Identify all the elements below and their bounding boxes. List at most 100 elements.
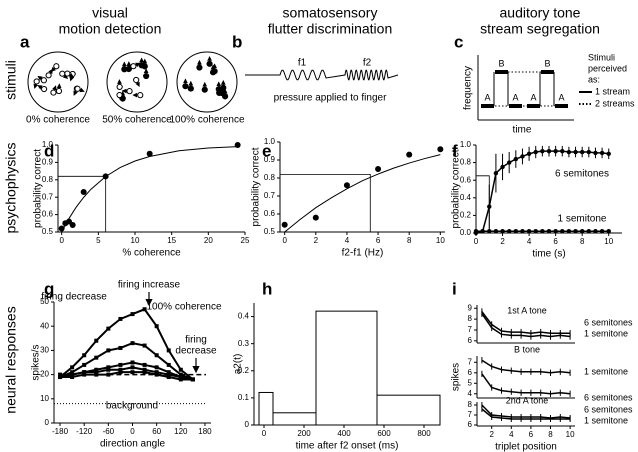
panel-a: 0% coherence 50% coherence 100% coherenc…	[26, 51, 245, 126]
y-axis-label: spikes/s	[31, 344, 42, 380]
panel-letter: f	[452, 141, 458, 160]
y-tick-label: 0.6	[264, 209, 276, 218]
dot	[137, 92, 144, 99]
point	[560, 229, 565, 234]
panel-letter: b	[232, 32, 242, 51]
x-tick-label: 180	[198, 427, 212, 436]
point	[546, 229, 552, 234]
series-line	[481, 373, 571, 395]
y-tick-label: 30	[40, 346, 49, 355]
point	[106, 365, 111, 370]
point	[142, 370, 147, 375]
x-tick-label: 6	[529, 430, 534, 439]
y-tick-label: 0.9	[42, 158, 54, 167]
bar	[258, 391, 274, 426]
point	[154, 372, 159, 377]
aperture	[27, 51, 89, 113]
point	[540, 229, 545, 234]
point	[487, 204, 492, 209]
series-label: 6 semitones	[584, 317, 633, 327]
point	[437, 146, 444, 153]
point	[480, 229, 485, 234]
point	[106, 367, 111, 372]
point	[493, 229, 499, 234]
point	[520, 229, 525, 234]
point	[154, 324, 159, 329]
dot	[187, 85, 194, 92]
x-tick-label: -180	[52, 427, 69, 436]
point	[118, 345, 123, 350]
point	[146, 150, 153, 157]
point	[493, 170, 499, 176]
point	[234, 142, 241, 148]
panel-letter: g	[44, 279, 54, 298]
tone	[541, 70, 554, 74]
y-tick-label: 1.0	[264, 137, 276, 146]
annotation: firing increase	[118, 280, 181, 291]
y-tick-label: 0.8	[42, 175, 54, 184]
dot	[182, 83, 189, 90]
y-tick-label: 6	[468, 368, 473, 377]
x-tick-label: 200	[297, 429, 311, 438]
point	[130, 341, 135, 346]
series-line	[59, 342, 194, 381]
legend-title: perceived	[588, 63, 627, 73]
y-tick-label: 0.9	[264, 155, 276, 164]
dot	[125, 65, 132, 73]
point	[560, 148, 565, 154]
x-tick-label: 4	[345, 236, 350, 245]
point	[106, 372, 111, 377]
point	[553, 229, 558, 234]
series-label: 1 semitone	[584, 415, 628, 425]
axis-label: time	[513, 125, 532, 136]
column-header: somatosensory	[283, 5, 378, 21]
y-tick-label: 0.6	[460, 175, 472, 184]
dot	[206, 60, 213, 67]
y-tick-label: 10	[40, 394, 49, 403]
point	[130, 365, 135, 370]
point	[281, 221, 288, 228]
point	[118, 316, 123, 321]
point	[526, 151, 532, 156]
dot	[50, 89, 57, 96]
point	[573, 149, 578, 155]
series-line	[60, 366, 194, 381]
panel-letter: d	[44, 141, 54, 160]
point	[343, 182, 350, 189]
annotation: firing	[185, 335, 207, 346]
point	[166, 370, 171, 375]
dot	[116, 91, 123, 99]
panel-letter: i	[452, 279, 457, 298]
legend-label: 1 stream	[595, 86, 630, 96]
x-axis-label: % coherence	[122, 248, 181, 259]
y-tick-label: 0.7	[264, 191, 276, 200]
series-label: 1 semitone	[584, 366, 628, 376]
panel-letter: a	[20, 32, 30, 51]
point	[599, 150, 605, 156]
y-tick-label: 0.1	[238, 393, 250, 402]
tone-label: A	[484, 92, 490, 102]
point	[106, 326, 111, 331]
point	[94, 338, 99, 343]
row-label: neural responses	[3, 306, 19, 413]
subplot-title: 1st A tone	[507, 305, 547, 315]
point	[500, 164, 505, 170]
point	[487, 229, 492, 234]
y-tick-label: 7	[468, 325, 473, 334]
y-tick-label: 4	[468, 389, 473, 398]
y-tick-label: 9	[468, 303, 473, 312]
point	[520, 154, 525, 159]
aperture	[176, 51, 238, 113]
x-tick-label: 15	[167, 236, 176, 245]
series-line	[59, 308, 194, 381]
x-tick-label: 4	[509, 430, 514, 439]
x-tick-label: 0	[130, 427, 135, 436]
subplot-title: B tone	[514, 344, 540, 354]
dot	[40, 85, 48, 93]
y-tick-label: 50	[40, 297, 49, 306]
legend-label: 2 streams	[595, 98, 635, 108]
panel-letter: c	[454, 32, 463, 51]
point	[82, 370, 87, 375]
x-tick-label: 8	[407, 236, 412, 245]
y-axis-label: a2(t)	[233, 354, 244, 375]
